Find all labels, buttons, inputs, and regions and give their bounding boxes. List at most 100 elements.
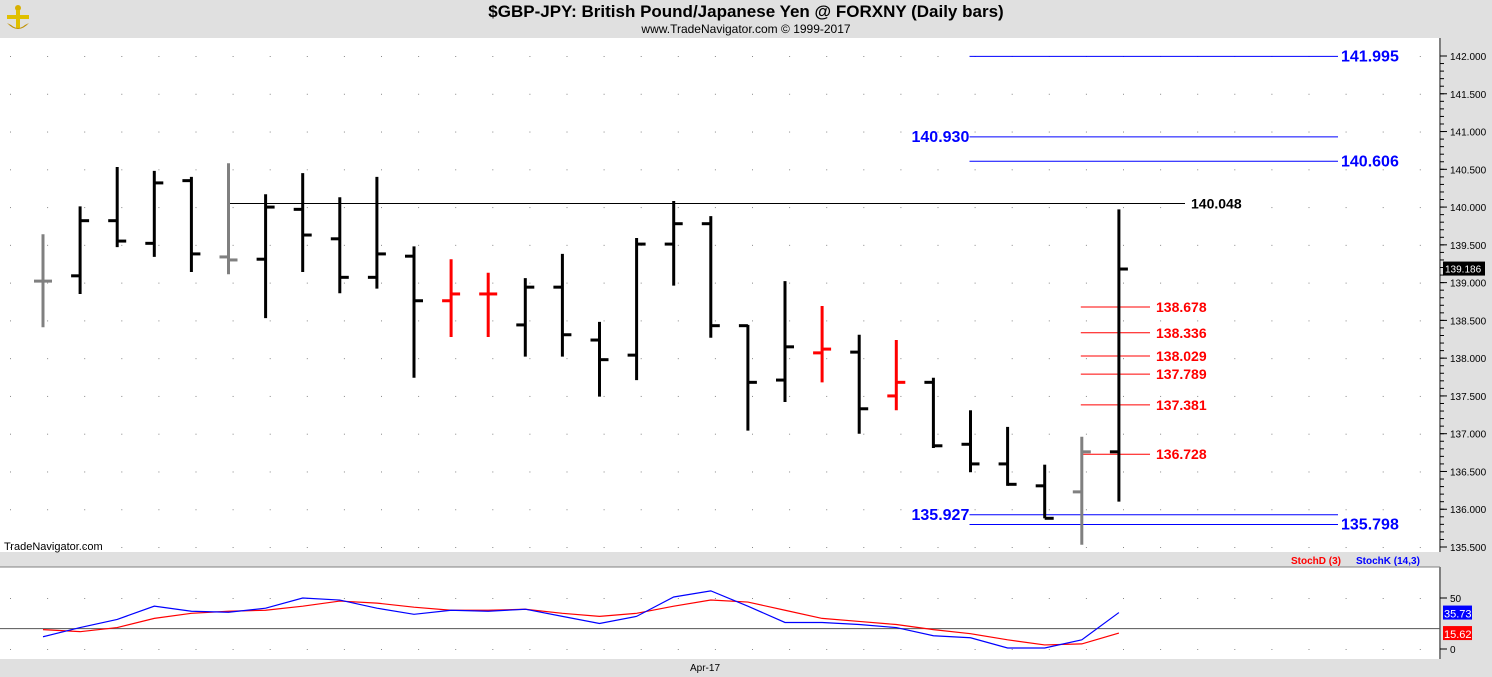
grid-dot [529,598,531,599]
grid-dot [195,244,197,246]
grid-dot [1271,131,1273,133]
grid-dot [10,649,11,650]
grid-dot [492,282,494,284]
grid-dot [974,282,976,284]
grid-dot [937,244,939,246]
grid-dot [492,56,494,57]
grid-dot [714,649,716,650]
grid-dot [47,282,49,284]
y-tick-label: 142.000 [1450,52,1487,63]
grid-dot [269,244,271,246]
grid-dot [84,358,86,360]
grid-dot [84,282,86,284]
level-label: 140.048 [1191,195,1242,211]
grid-dot [306,358,308,360]
grid-dot [640,598,642,599]
grid-dot [455,509,457,511]
grid-dot [1308,282,1310,284]
grid-dot [1345,649,1347,650]
grid-dot [492,471,494,473]
grid-dot [1085,131,1087,133]
grid-dot [714,598,716,599]
grid-dot [1382,320,1384,322]
stochk-legend: StochK (14,3) [1356,556,1420,567]
y-tick-label: 138.500 [1450,316,1487,327]
grid-dot [640,358,642,360]
grid-dot [900,433,902,435]
grid-dot [84,471,86,473]
grid-dot [158,131,160,133]
grid-dot [1308,358,1310,360]
grid-dot [84,93,86,95]
grid-dot [1048,358,1050,360]
level-label: 138.029 [1156,348,1207,364]
grid-dot [752,131,753,133]
grid-dot [714,282,716,284]
grid-dot [1123,395,1124,397]
grid-dot [974,509,976,511]
grid-dot [826,282,828,284]
grid-dot [1234,93,1236,95]
grid-dot [232,509,234,511]
grid-dot [937,320,939,322]
grid-dot [900,244,902,246]
grid-dot [1197,93,1199,95]
grid-dot [566,131,568,133]
grid-dot [10,471,11,473]
grid-dot [826,131,828,133]
grid-dot [121,471,123,473]
grid-dot [47,56,49,57]
grid-dot [343,433,345,435]
y-tick-label: 141.000 [1450,128,1487,139]
grid-dot [1048,649,1050,650]
grid-dot [863,433,865,435]
grid-dot [603,547,605,549]
grid-dot [937,93,939,95]
grid-dot [121,395,123,397]
grid-dot [1160,358,1162,360]
grid-dot [121,433,123,435]
grid-dot [1048,433,1050,435]
grid-dot [84,207,86,209]
grid-dot [269,649,271,650]
grid-dot [529,56,531,57]
grid-dot [677,169,679,171]
grid-dot [1308,93,1310,95]
grid-dot [1419,358,1421,360]
grid-dot [269,358,271,360]
grid-dot [566,320,568,322]
grid-dot [900,547,902,549]
y-tick-label: 137.500 [1450,392,1487,403]
grid-dot [752,395,753,397]
grid-dot [566,471,568,473]
stochd-value-badge [1443,626,1472,641]
grid-dot [269,433,271,435]
grid-dot [195,358,197,360]
grid-dot [1048,395,1050,397]
grid-dot [1234,207,1236,209]
grid-dot [455,471,457,473]
grid-dot [900,471,902,473]
grid-dot [1197,131,1199,133]
grid-dot [121,282,123,284]
grid-dot [343,93,345,95]
grid-dot [492,547,494,549]
grid-dot [381,649,382,650]
grid-dot [492,433,494,435]
grid-dot [1011,244,1013,246]
grid-dot [1234,547,1236,549]
grid-dot [603,395,605,397]
grid-dot [381,395,382,397]
grid-dot [677,93,679,95]
grid-dot [195,282,197,284]
grid-dot [937,56,939,57]
grid-dot [1085,598,1087,599]
grid-dot [900,358,902,360]
grid-dot [529,649,531,650]
grid-dot [47,649,49,650]
grid-dot [418,207,420,209]
grid-dot [603,433,605,435]
grid-dot [418,93,420,95]
grid-dot [789,169,791,171]
grid-dot [1011,509,1013,511]
